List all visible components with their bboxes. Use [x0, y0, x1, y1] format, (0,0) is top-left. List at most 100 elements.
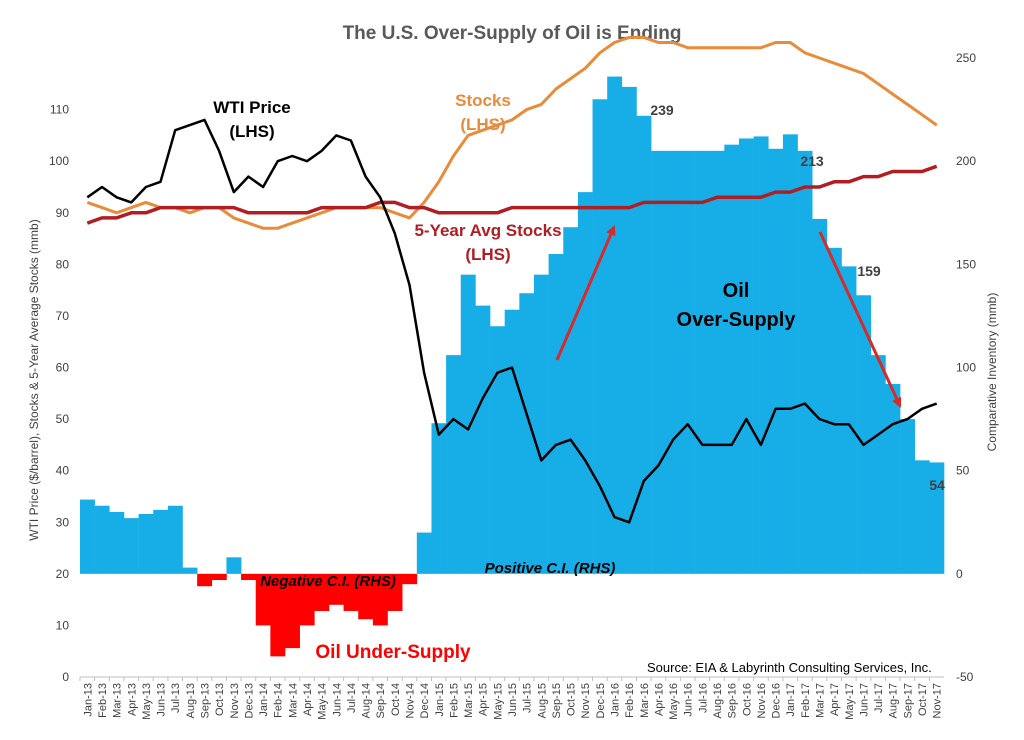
x-tick-label: Nov-13	[229, 683, 241, 718]
x-tick-label: Sep-15	[551, 683, 563, 718]
x-tick-label: Jan-16	[610, 683, 622, 717]
ci-bar-Feb-15	[446, 355, 462, 574]
stocks-label-line1: Stocks	[455, 91, 511, 110]
line-5-year-avg-stocks-lhs	[86, 164, 938, 225]
x-tick-label: Dec-16	[771, 683, 783, 718]
ci-bar-Feb-17	[797, 150, 813, 574]
left-tick-label: 50	[56, 412, 70, 426]
ci-bar-Feb-16	[621, 86, 637, 574]
right-tick-label: 200	[956, 154, 976, 168]
right-tick-label: 0	[956, 567, 963, 581]
data-label-239: 239	[650, 102, 674, 118]
ci-bar-Nov-14	[402, 573, 418, 585]
ci-bar-Sep-16	[724, 144, 740, 574]
x-tick-label: Aug-14	[361, 683, 373, 718]
ci-bar-Dec-16	[768, 148, 784, 574]
x-tick-label: Sep-13	[200, 683, 212, 718]
x-tick-label: Nov-16	[756, 683, 768, 718]
left-tick-label: 20	[56, 567, 70, 581]
ci-bar-Jun-17	[856, 295, 872, 574]
left-axis-title: WTI Price ($/barrel), Stocks & 5-Year Av…	[27, 219, 41, 540]
data-label-54: 54	[929, 477, 945, 493]
ci-bar-Oct-15	[563, 227, 579, 574]
x-tick-label: May-16	[668, 683, 680, 720]
line-stocks-lhs	[86, 35, 938, 230]
x-tick-label: Jan-15	[434, 683, 446, 717]
x-tick-label: Jun-14	[331, 683, 343, 717]
left-tick-label: 90	[56, 206, 70, 220]
x-tick-label: Jan-14	[258, 683, 270, 717]
chart-title: The U.S. Over-Supply of Oil is Ending	[343, 23, 682, 44]
ci-bar-Mar-17	[812, 218, 828, 574]
x-tick-label: Oct-17	[917, 683, 929, 716]
x-tick-label: Jul-17	[873, 683, 885, 713]
x-tick-label: Sep-14	[375, 683, 387, 718]
ci-bar-Oct-14	[387, 573, 403, 611]
ci-bar-Nov-15	[577, 192, 593, 574]
ci-bar-Mar-14	[285, 573, 300, 649]
x-tick-label: Aug-16	[712, 683, 724, 718]
line-series	[86, 35, 938, 524]
trend-arrow-up	[555, 225, 616, 361]
ci-bar-May-15	[490, 326, 505, 574]
source-note: Source: EIA & Labyrinth Consulting Servi…	[647, 660, 932, 675]
x-tick-label: Apr-13	[126, 683, 138, 716]
ci-bar-May-13	[138, 514, 154, 574]
ci-bar-Jul-13	[167, 505, 183, 574]
right-tick-label: 100	[956, 361, 976, 375]
x-tick-label: Oct-14	[390, 683, 402, 716]
ci-bar-Apr-16	[651, 150, 667, 574]
ci-bar-May-14	[314, 573, 330, 611]
ci-bar-Apr-17	[826, 247, 842, 574]
ci-bar-Aug-16	[709, 150, 725, 574]
ci-bar-Nov-16	[753, 136, 769, 574]
x-tick-label: Mar-16	[639, 683, 651, 718]
left-tick-label: 0	[62, 670, 69, 684]
ci-bar-Aug-13	[182, 567, 198, 574]
negative-ci-label: Negative C.I. (RHS)	[260, 573, 396, 590]
ci-bar-Feb-13	[94, 505, 110, 574]
ci-bar-Dec-13	[241, 573, 257, 581]
ci-bar-Mar-16	[636, 115, 652, 574]
x-axis-ticks: Jan-13 Feb-13 Mar-13 Apr-13 May-13 Jun-13 Jul-…	[79, 677, 944, 720]
ci-bar-Dec-15	[592, 99, 608, 574]
ci-bar-Apr-13	[123, 518, 139, 574]
ci-bar-Apr-14	[299, 573, 315, 626]
x-tick-label: Mar-13	[112, 683, 124, 718]
x-tick-label: Aug-17	[888, 683, 900, 718]
x-tick-label: Oct-15	[566, 683, 578, 716]
x-tick-label: Feb-17	[800, 683, 812, 718]
right-tick-label: 50	[956, 464, 970, 478]
right-tick-label: -50	[956, 670, 974, 684]
x-tick-label: Oct-13	[214, 683, 226, 716]
data-label-159: 159	[857, 263, 881, 279]
x-tick-label: Apr-14	[302, 683, 314, 716]
x-tick-label: Dec-13	[243, 683, 255, 718]
left-tick-label: 10	[56, 618, 70, 632]
ci-bar-Jul-15	[519, 293, 535, 574]
x-tick-label: Apr-16	[653, 683, 665, 716]
x-tick-label: Apr-17	[829, 683, 841, 716]
x-tick-label: Feb-13	[97, 683, 109, 718]
ci-bar-Sep-13	[197, 573, 213, 587]
ci-bar-May-17	[841, 266, 857, 574]
x-tick-label: Mar-15	[463, 683, 475, 718]
x-tick-label: Mar-14	[287, 683, 299, 718]
left-tick-label: 40	[56, 464, 70, 478]
x-tick-label: Jul-14	[346, 683, 358, 713]
ci-bar-Jun-16	[680, 150, 696, 574]
right-tick-label: 150	[956, 257, 976, 271]
x-tick-label: Sep-17	[902, 683, 914, 718]
left-tick-label: 100	[49, 154, 69, 168]
x-tick-label: Jul-13	[170, 683, 182, 713]
stocks-label-line2: (LHS)	[460, 115, 505, 134]
ci-bar-Mar-15	[460, 274, 476, 574]
ci-bar-Oct-17	[914, 460, 930, 574]
ci-bar-Sep-17	[900, 419, 916, 574]
ci-bar-Oct-13	[211, 573, 227, 581]
left-tick-label: 80	[56, 257, 70, 271]
right-axis-title: Comparative Inventory (mmb)	[985, 293, 999, 452]
ci-bar-Jan-13	[80, 499, 95, 574]
x-tick-label: Jun-17	[859, 683, 871, 717]
x-tick-label: Feb-15	[448, 683, 460, 718]
